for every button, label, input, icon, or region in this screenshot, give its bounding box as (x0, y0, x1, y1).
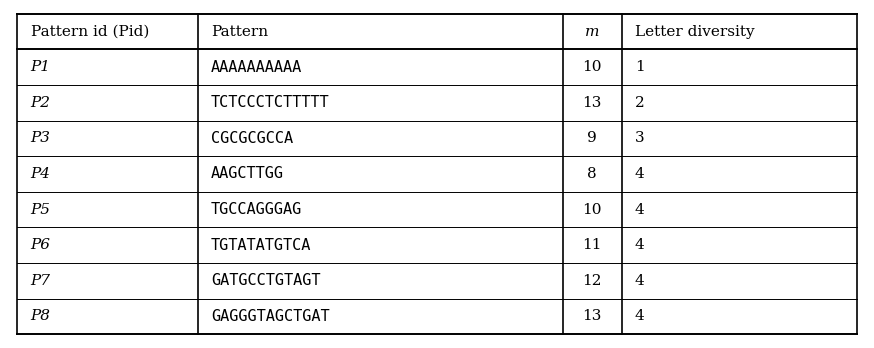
Text: P5: P5 (31, 203, 51, 216)
Text: 4: 4 (635, 167, 644, 181)
Text: Pattern id (Pid): Pattern id (Pid) (31, 25, 149, 39)
Text: m: m (585, 25, 600, 39)
Text: GATGCCTGTAGT: GATGCCTGTAGT (211, 273, 321, 288)
Text: 13: 13 (583, 96, 602, 110)
Text: P6: P6 (31, 238, 51, 252)
Text: P2: P2 (31, 96, 51, 110)
Text: 12: 12 (582, 274, 602, 288)
Text: 9: 9 (587, 132, 597, 145)
Text: 8: 8 (587, 167, 597, 181)
Text: 10: 10 (582, 203, 602, 216)
Text: 13: 13 (583, 309, 602, 323)
Text: 4: 4 (635, 238, 644, 252)
Text: 4: 4 (635, 309, 644, 323)
Text: 1: 1 (635, 60, 644, 74)
Text: P3: P3 (31, 132, 51, 145)
Text: Pattern: Pattern (211, 25, 268, 39)
Text: 4: 4 (635, 203, 644, 216)
Text: P7: P7 (31, 274, 51, 288)
Text: P8: P8 (31, 309, 51, 323)
Text: 4: 4 (635, 274, 644, 288)
Text: AAAAAAAAAA: AAAAAAAAAA (211, 60, 302, 75)
Text: P4: P4 (31, 167, 51, 181)
Text: 11: 11 (582, 238, 602, 252)
Text: TGTATATGTCA: TGTATATGTCA (211, 238, 311, 253)
Text: TGCCAGGGAG: TGCCAGGGAG (211, 202, 302, 217)
Text: GAGGGTAGCTGAT: GAGGGTAGCTGAT (211, 309, 329, 324)
Text: AAGCTTGG: AAGCTTGG (211, 166, 284, 182)
Text: TCTCCCTCTTTTT: TCTCCCTCTTTTT (211, 95, 329, 110)
Text: 3: 3 (635, 132, 644, 145)
Text: 10: 10 (582, 60, 602, 74)
Text: 2: 2 (635, 96, 644, 110)
Text: Letter diversity: Letter diversity (635, 25, 754, 39)
Text: P1: P1 (31, 60, 51, 74)
Text: CGCGCGCCA: CGCGCGCCA (211, 131, 293, 146)
